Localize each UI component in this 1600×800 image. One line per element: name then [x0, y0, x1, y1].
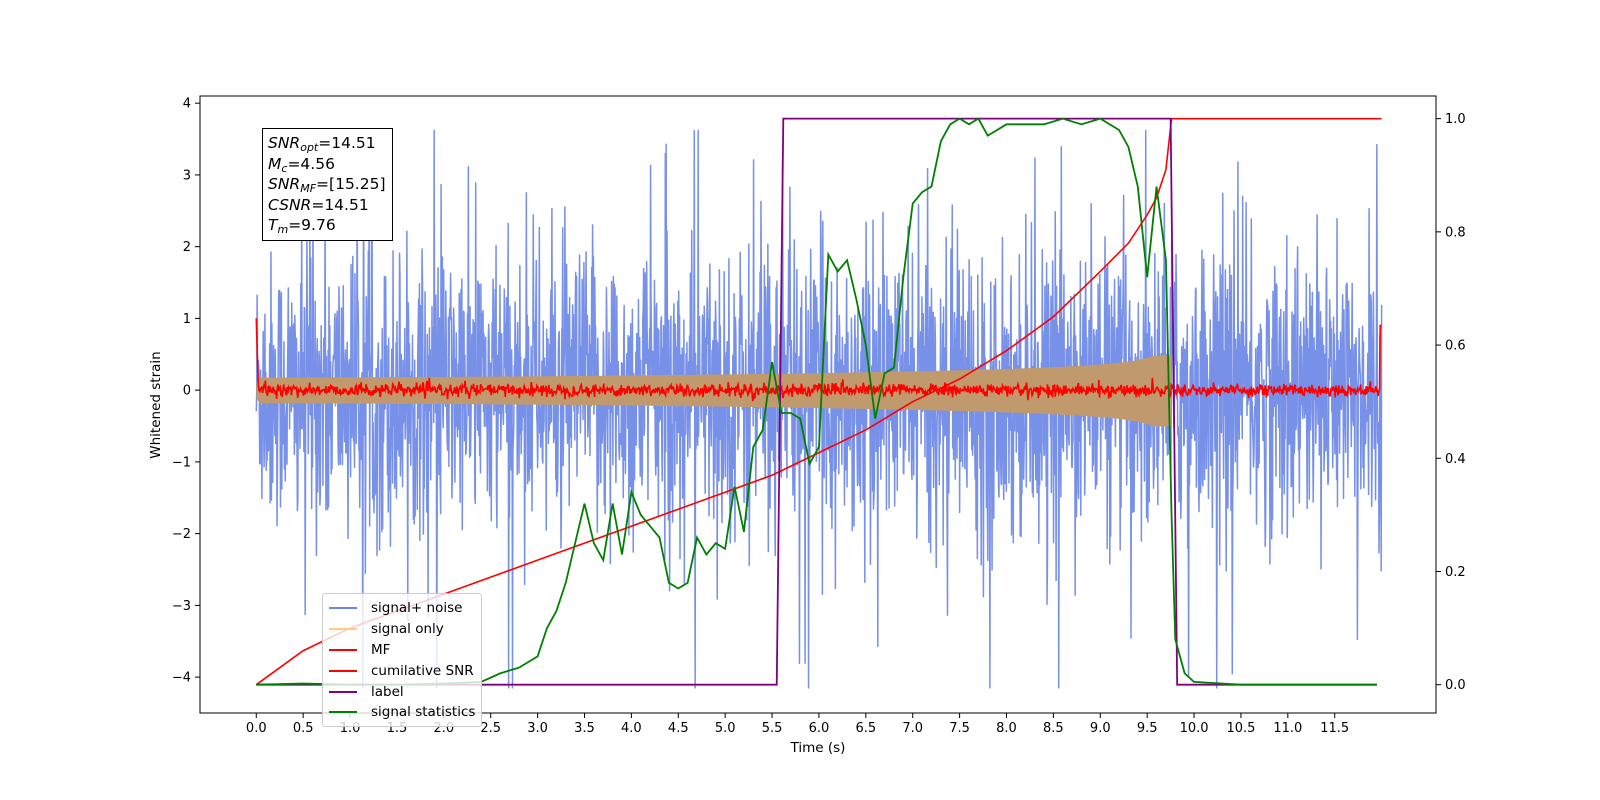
legend-entry-signal-only: signal only [329, 619, 475, 640]
legend-label: label [371, 683, 404, 700]
legend-label: signal only [371, 621, 444, 638]
y-left-tick-label: −1 [172, 455, 191, 470]
x-axis-label: Time (s) [790, 740, 846, 756]
x-tick-label: 0.5 [293, 721, 314, 736]
y-axis-label: Whitened strain [148, 351, 164, 458]
x-tick-label: 10.0 [1180, 721, 1209, 736]
y-right-tick-label: 0.0 [1445, 678, 1466, 693]
legend: signal+ noise signal only MF cumilative … [322, 593, 483, 727]
x-tick-label: 8.0 [996, 721, 1017, 736]
y-right-tick-label: 0.6 [1445, 339, 1466, 354]
annotation-csnr: CSNR=14.51 [268, 195, 369, 214]
y-axis-right: 0.0 0.2 0.4 0.6 0.8 1.0 [1436, 112, 1466, 693]
series-mf [255, 318, 1382, 402]
legend-entry-label: label [329, 681, 475, 702]
x-tick-label: 4.0 [621, 721, 642, 736]
legend-entry-mf: MF [329, 640, 475, 661]
x-tick-label: 0.0 [246, 721, 267, 736]
y-left-tick-label: 2 [183, 240, 191, 255]
legend-label: MF [371, 641, 391, 658]
y-right-tick-label: 0.4 [1445, 452, 1466, 467]
x-tick-label: 8.5 [1043, 721, 1064, 736]
annotation-snr-opt: SNRopt=14.51 [268, 134, 376, 154]
x-tick-label: 11.5 [1320, 721, 1349, 736]
legend-swatch [329, 628, 357, 631]
x-tick-label: 3.5 [574, 721, 595, 736]
legend-label: signal+ noise [371, 600, 463, 617]
y-left-tick-label: −2 [172, 527, 191, 542]
y-right-tick-label: 0.2 [1445, 565, 1466, 580]
series-signal-statistics [256, 117, 1377, 686]
legend-swatch [329, 648, 357, 651]
y-right-tick-label: 1.0 [1445, 112, 1466, 127]
legend-label: signal statistics [371, 704, 476, 721]
legend-swatch [329, 669, 357, 672]
legend-swatch [329, 690, 357, 693]
y-right-tick-label: 0.8 [1445, 225, 1466, 240]
y-left-tick-label: 3 [183, 168, 191, 183]
y-left-tick-label: 4 [183, 97, 191, 112]
y-left-tick-label: −4 [172, 671, 191, 686]
legend-label: cumilative SNR [371, 662, 474, 679]
y-left-tick-label: 0 [183, 384, 191, 399]
annotation-mc: Mc=4.56 [268, 154, 335, 175]
plot-frame [199, 95, 1437, 714]
x-tick-label: 4.5 [668, 721, 689, 736]
stats-annotation-box: SNRopt=14.51 Mc=4.56 SNRMF=[15.25] CSNR=… [262, 128, 393, 241]
y-axis-left: −4 −3 −2 −1 0 1 2 3 4 [172, 97, 200, 686]
legend-entry-signal-plus-noise: signal+ noise [329, 598, 475, 619]
y-left-tick-label: 1 [183, 312, 191, 327]
legend-swatch [329, 607, 357, 610]
annotation-tm: Tm=9.76 [268, 216, 336, 236]
y-left-tick-label: −3 [172, 599, 191, 614]
x-tick-label: 9.5 [1137, 721, 1158, 736]
x-tick-label: 6.0 [809, 721, 830, 736]
x-tick-label: 7.0 [902, 721, 923, 736]
legend-entry-cumulative-snr: cumilative SNR [329, 660, 475, 681]
x-tick-label: 6.5 [855, 721, 876, 736]
annotation-snr-mf: SNRMF=[15.25] [268, 175, 386, 195]
x-tick-label: 2.5 [480, 721, 501, 736]
legend-swatch [329, 711, 357, 714]
x-tick-label: 5.5 [762, 721, 783, 736]
x-tick-label: 3.0 [527, 721, 548, 736]
x-tick-label: 9.0 [1090, 721, 1111, 736]
x-tick-label: 11.0 [1273, 721, 1302, 736]
x-tick-label: 5.0 [715, 721, 736, 736]
x-tick-label: 7.5 [949, 721, 970, 736]
legend-entry-signal-statistics: signal statistics [329, 702, 475, 723]
x-tick-label: 10.5 [1226, 721, 1255, 736]
